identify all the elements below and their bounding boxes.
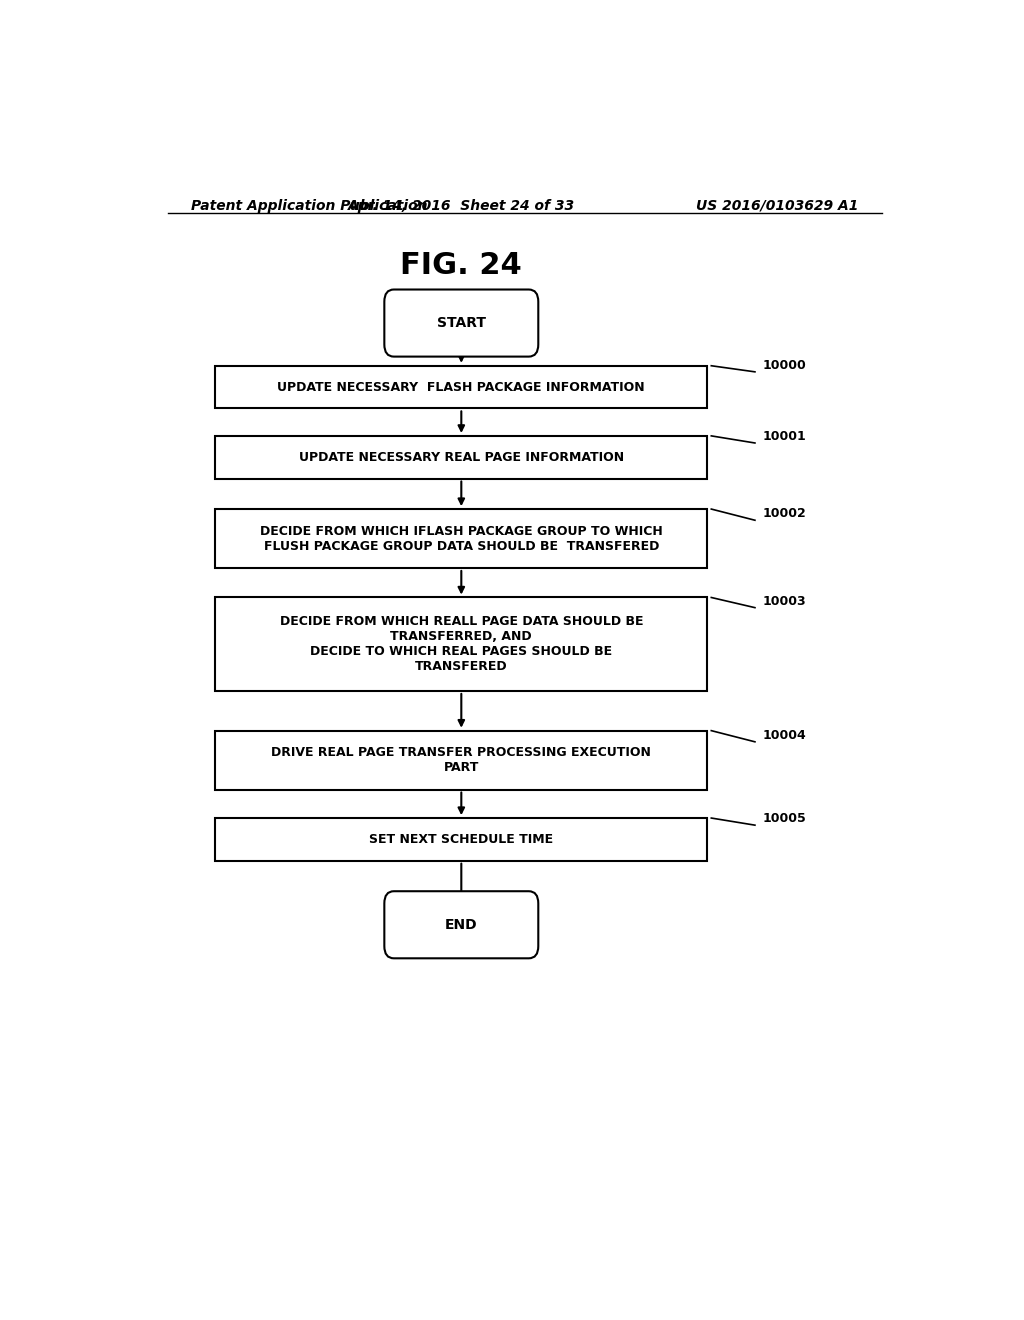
- Text: DECIDE FROM WHICH REALL PAGE DATA SHOULD BE
TRANSFERRED, AND
DECIDE TO WHICH REA: DECIDE FROM WHICH REALL PAGE DATA SHOULD…: [280, 615, 643, 673]
- FancyBboxPatch shape: [384, 289, 539, 356]
- Text: DECIDE FROM WHICH IFLASH PACKAGE GROUP TO WHICH
FLUSH PACKAGE GROUP DATA SHOULD : DECIDE FROM WHICH IFLASH PACKAGE GROUP T…: [260, 524, 663, 553]
- Text: US 2016/0103629 A1: US 2016/0103629 A1: [695, 199, 858, 213]
- Text: Patent Application Publication: Patent Application Publication: [191, 199, 428, 213]
- Text: START: START: [437, 315, 485, 330]
- Bar: [215, 436, 708, 479]
- Text: 10001: 10001: [763, 430, 807, 444]
- Text: Apr. 14, 2016  Sheet 24 of 33: Apr. 14, 2016 Sheet 24 of 33: [348, 199, 574, 213]
- Text: 10004: 10004: [763, 729, 807, 742]
- Text: SET NEXT SCHEDULE TIME: SET NEXT SCHEDULE TIME: [370, 833, 553, 846]
- Text: DRIVE REAL PAGE TRANSFER PROCESSING EXECUTION
PART: DRIVE REAL PAGE TRANSFER PROCESSING EXEC…: [271, 746, 651, 774]
- Text: 10002: 10002: [763, 507, 807, 520]
- Bar: [215, 731, 708, 789]
- Text: 10003: 10003: [763, 594, 807, 607]
- Text: 10000: 10000: [763, 359, 807, 372]
- Text: 10005: 10005: [763, 812, 807, 825]
- Bar: [215, 366, 708, 408]
- Bar: [215, 818, 708, 861]
- FancyBboxPatch shape: [384, 891, 539, 958]
- Text: UPDATE NECESSARY  FLASH PACKAGE INFORMATION: UPDATE NECESSARY FLASH PACKAGE INFORMATI…: [278, 380, 645, 393]
- Text: FIG. 24: FIG. 24: [400, 251, 522, 280]
- Bar: [215, 510, 708, 568]
- Text: UPDATE NECESSARY REAL PAGE INFORMATION: UPDATE NECESSARY REAL PAGE INFORMATION: [299, 450, 624, 463]
- Text: END: END: [445, 917, 477, 932]
- Bar: [215, 598, 708, 690]
